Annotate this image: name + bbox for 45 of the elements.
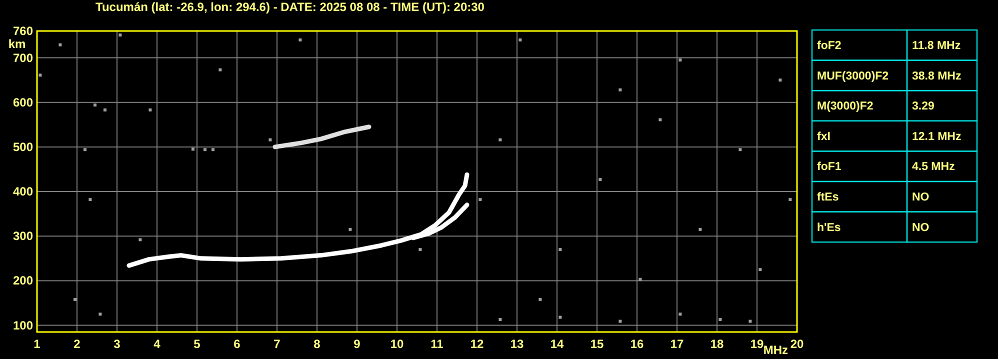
x-tick-label: 14 [550, 337, 564, 351]
text: NO [912, 222, 930, 234]
x-tick-label: 1 [34, 337, 41, 351]
text: M(3000)F2 [817, 100, 874, 113]
x-tick-label: 12 [470, 337, 484, 351]
y-tick-label: 500 [12, 140, 34, 154]
y-axis-title: km [8, 37, 26, 51]
text: NO [912, 192, 930, 204]
y-tick-label: 300 [12, 229, 34, 244]
y-tick-label: 600 [12, 95, 34, 110]
x-tick-label: 10 [390, 337, 404, 351]
x-tick-label: 15 [590, 337, 604, 351]
text: h'Es [817, 222, 841, 234]
x-tick-label: 9 [354, 337, 361, 351]
text: 38.8 MHz [912, 70, 962, 82]
x-tick-label: 3 [114, 337, 121, 351]
x-tick-label: 19 [750, 337, 764, 351]
text: 11.8 MHz [912, 40, 961, 52]
x-tick-label: 4 [154, 337, 161, 351]
x-tick-label: 5 [194, 337, 201, 351]
y-tick-label: 760 [12, 24, 34, 38]
x-tick-label: 6 [234, 337, 241, 351]
text: ftEs [817, 192, 839, 204]
y-tick-label: 400 [12, 184, 34, 199]
text: foF2 [817, 40, 842, 52]
x-tick-label: 18 [710, 337, 724, 351]
text: foF1 [817, 161, 842, 174]
text: 12.1 MHz [912, 130, 962, 143]
text: fxI [817, 130, 830, 143]
x-tick-label: 13 [510, 337, 524, 351]
chart-title: Tucumán (lat: -26.9, lon: 294.6) - DATE: 2025 08 08 - TIME (UT): 20:30 [96, 0, 485, 14]
y-tick-label: 200 [12, 274, 34, 288]
y-tick-label: 100 [12, 318, 34, 332]
x-axis-title: MHz [763, 343, 788, 357]
x-tick-label: 7 [274, 337, 281, 351]
x-tick-label: 17 [670, 337, 684, 351]
text: 4.5 MHz [912, 161, 955, 174]
text: 3.29 [912, 100, 934, 113]
x-tick-label: 11 [430, 337, 444, 351]
x-tick-label: 16 [630, 337, 644, 351]
y-tick-label: 700 [12, 50, 34, 65]
text: MUF(3000)F2 [817, 70, 889, 82]
x-tick-label: 8 [314, 337, 321, 351]
x-tick-label: 20 [790, 337, 804, 351]
x-tick-label: 2 [74, 337, 81, 351]
